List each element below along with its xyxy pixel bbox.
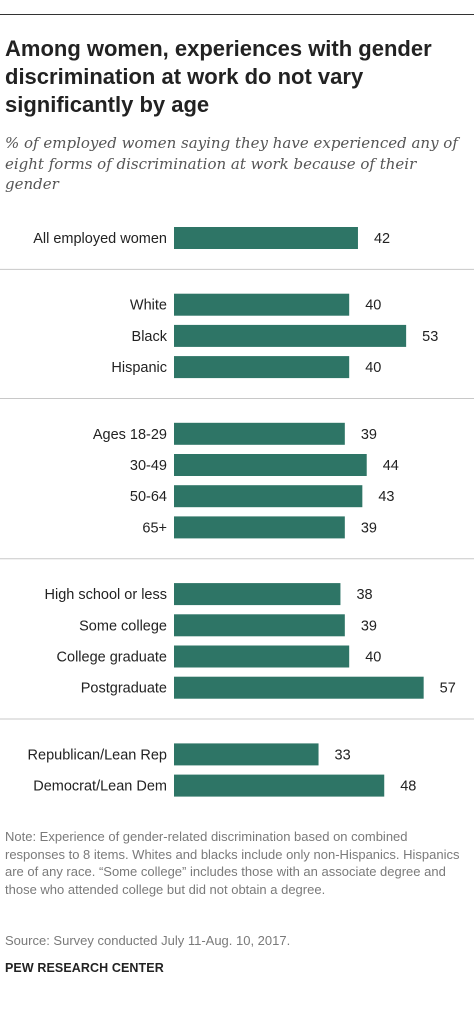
- value-label: 40: [365, 298, 381, 314]
- chart-subtitle: % of employed women saying they have exp…: [5, 134, 458, 193]
- category-label: Democrat/Lean Dem: [33, 779, 167, 795]
- bar: [174, 356, 350, 379]
- chart-source: Source: Survey conducted July 11-Aug. 10…: [5, 933, 291, 948]
- bar: [174, 645, 350, 668]
- bar: [174, 516, 345, 539]
- value-label: 38: [356, 587, 372, 603]
- category-label: Hispanic: [111, 360, 167, 376]
- bar: [174, 293, 350, 316]
- value-label: 39: [361, 520, 377, 536]
- category-label: 50-64: [130, 489, 167, 505]
- value-label: 57: [440, 681, 456, 697]
- category-label: Ages 18-29: [93, 427, 167, 443]
- bar-chart: All employed women 42 White 40 Black 53 Hispan…: [0, 227, 474, 797]
- category-label: Black: [132, 329, 168, 345]
- value-label: 40: [365, 360, 381, 376]
- bar: [174, 614, 345, 637]
- value-label: 33: [335, 747, 351, 763]
- bar: [174, 774, 385, 797]
- bar: [174, 422, 345, 445]
- chart-title: Among women, experiences with gender dis…: [5, 36, 432, 117]
- bar: [174, 454, 367, 476]
- bar: [174, 583, 341, 606]
- bar: [174, 324, 407, 347]
- value-label: 44: [383, 458, 399, 474]
- category-label: Some college: [79, 618, 167, 634]
- top-rule: [0, 14, 474, 15]
- value-label: 43: [378, 489, 394, 505]
- value-label: 42: [374, 231, 390, 247]
- chart-note: Note: Experience of gender-related discr…: [5, 829, 460, 897]
- category-label: Postgraduate: [81, 681, 167, 697]
- category-label: 65+: [142, 520, 167, 536]
- category-label: All employed women: [33, 231, 167, 247]
- value-label: 39: [361, 427, 377, 443]
- category-label: College graduate: [57, 650, 167, 666]
- value-label: 53: [422, 329, 438, 345]
- organization-name: PEW RESEARCH CENTER: [5, 961, 164, 975]
- category-label: 30-49: [130, 458, 167, 474]
- category-label: White: [130, 298, 167, 314]
- value-label: 39: [361, 618, 377, 634]
- bar: [174, 227, 358, 249]
- bar: [174, 743, 319, 766]
- bar: [174, 676, 424, 699]
- category-label: Republican/Lean Rep: [28, 747, 167, 763]
- value-label: 40: [365, 650, 381, 666]
- category-label: High school or less: [45, 587, 168, 603]
- bar: [174, 485, 363, 508]
- value-label: 48: [400, 779, 416, 795]
